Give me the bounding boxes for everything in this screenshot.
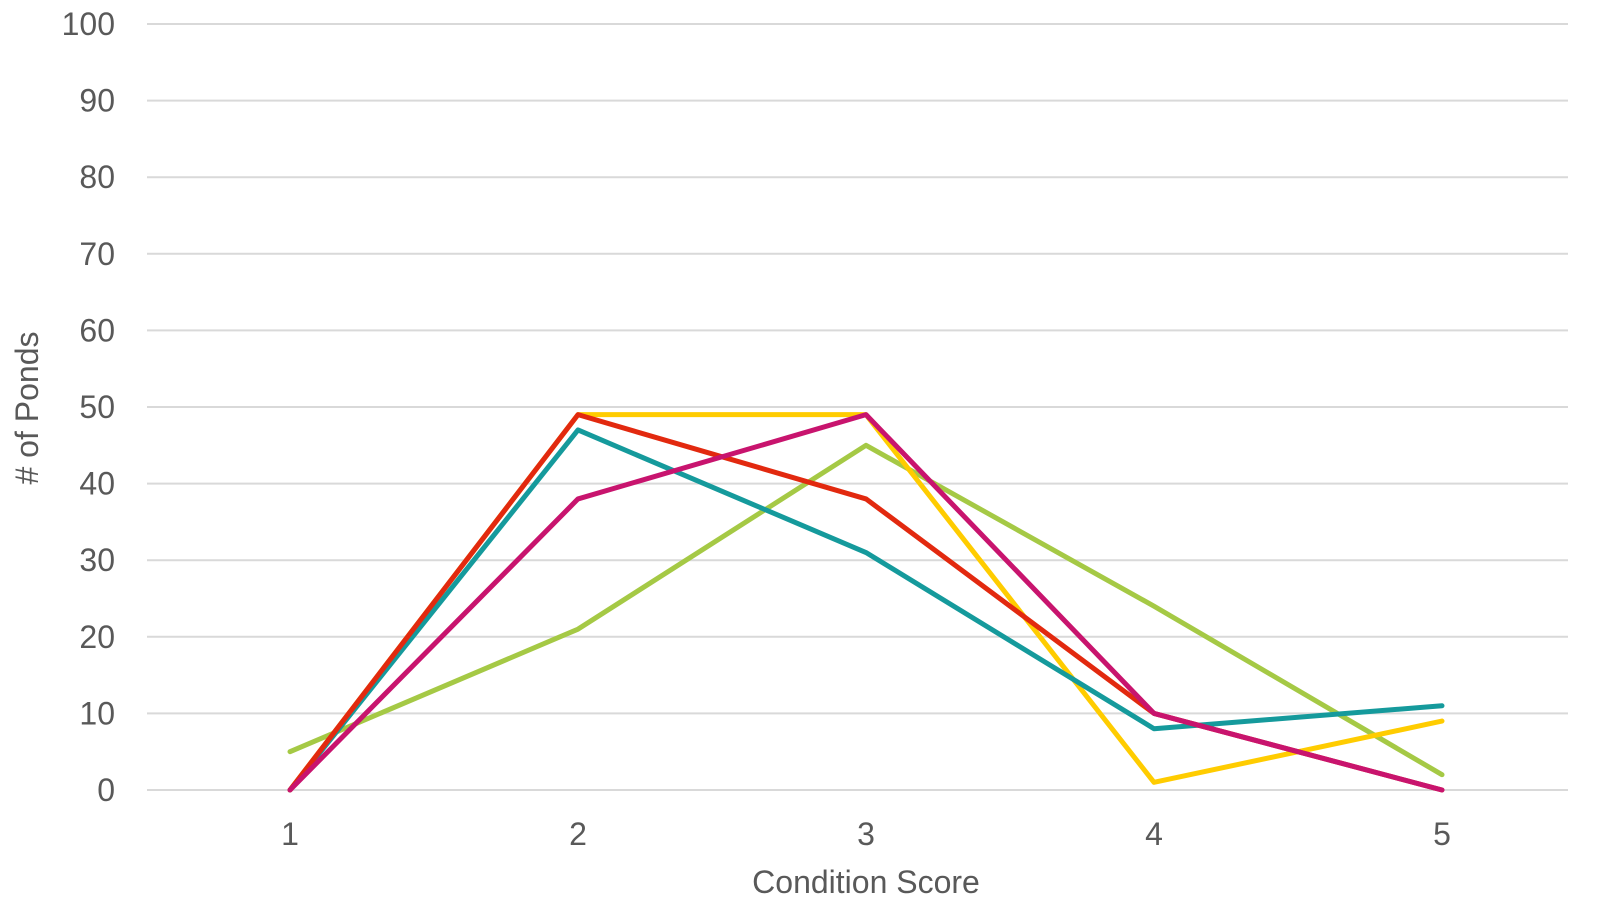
series-line-1	[287, 442, 1445, 778]
x-axis-title: Condition Score	[752, 864, 980, 900]
y-tick-label: 100	[62, 6, 115, 42]
x-tick-label: 5	[1433, 816, 1451, 852]
series-line-4	[287, 412, 1445, 793]
gridlines	[147, 23, 1568, 791]
y-tick-label: 50	[79, 389, 115, 425]
series-line-5	[287, 412, 1445, 793]
series-line-2	[287, 412, 1445, 793]
series-line-3	[287, 427, 1445, 793]
x-tick-label: 2	[569, 816, 587, 852]
y-axis-tick-labels: 0 10 20 30 40 50 60 70 80 90 100	[62, 6, 115, 808]
y-axis-title: # of Ponds	[9, 332, 45, 485]
y-tick-label: 20	[79, 619, 115, 655]
y-tick-label: 10	[79, 695, 115, 731]
x-axis-tick-labels: 1 2 3 4 5	[281, 816, 1451, 852]
y-tick-label: 90	[79, 83, 115, 119]
y-tick-label: 0	[97, 772, 115, 808]
x-tick-label: 3	[857, 816, 875, 852]
x-tick-label: 1	[281, 816, 299, 852]
data-series	[287, 412, 1445, 793]
y-tick-label: 40	[79, 466, 115, 502]
y-tick-label: 80	[79, 159, 115, 195]
y-tick-label: 30	[79, 542, 115, 578]
y-tick-label: 70	[79, 236, 115, 272]
x-tick-label: 4	[1145, 816, 1163, 852]
y-tick-label: 60	[79, 312, 115, 348]
